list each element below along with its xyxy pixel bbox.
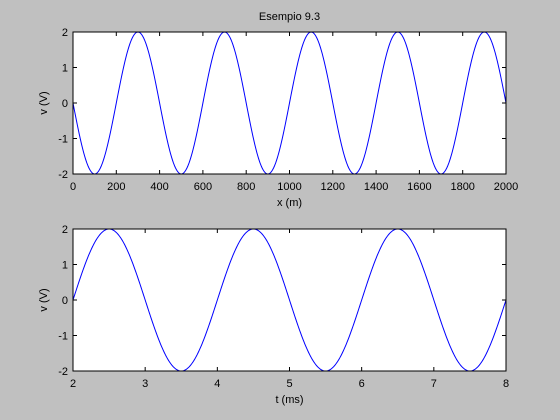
axes-bottom-xlabel: t (ms) [275, 394, 303, 406]
axes-bottom-xtick-label: 8 [503, 378, 509, 390]
axes-top-xtick-label: 1600 [407, 181, 431, 193]
axes-top-ylabel: v (V) [38, 91, 50, 114]
axes-bottom-xtick-label: 5 [286, 378, 292, 390]
axes-bottom-line-layer [72, 228, 507, 372]
axes-top-ytick-label: 2 [62, 27, 68, 39]
axes-bottom-ytick-label: 1 [62, 260, 68, 272]
axes-bottom-xtick-label: 4 [214, 378, 220, 390]
axes-bottom: 2 3 4 5 6 7 8 -2 -1 0 1 2 t (ms) v (V) [38, 224, 509, 406]
axes-top-xtick-label: 200 [107, 181, 125, 193]
axes-top-xtick-label: 600 [194, 181, 212, 193]
axes-top-ticks: 0 200 400 600 800 1000 1200 1400 1600 1800 2000 -2 -… [58, 27, 518, 193]
axes-top: 0 200 400 600 800 1000 1200 1400 1600 1800 2000 -2 -… [38, 11, 518, 209]
axes-top-xtick-label: 2000 [494, 181, 518, 193]
axes-top-ytick-label: -2 [58, 169, 68, 181]
axes-bottom-ytick-label: 2 [62, 224, 68, 236]
axes-top-xtick-label: 1800 [450, 181, 474, 193]
axes-bottom-xtick-label: 7 [431, 378, 437, 390]
axes-bottom-ticks: 2 3 4 5 6 7 8 -2 -1 0 1 2 [58, 224, 509, 390]
axes-top-xlabel: x (m) [277, 197, 302, 209]
axes-top-xtick-label: 0 [70, 181, 76, 193]
axes-top-xtick-label: 1200 [321, 181, 345, 193]
axes-bottom-ytick-label: -1 [58, 331, 68, 343]
axes-bottom-ytick-label: -2 [58, 366, 68, 378]
axes-bottom-ytick-label: 0 [62, 295, 68, 307]
axes-bottom-ylabel: v (V) [38, 288, 50, 311]
axes-bottom-series-0-line [72, 228, 507, 372]
axes-bottom-xtick-label: 6 [359, 378, 365, 390]
axes-top-xtick-label: 400 [150, 181, 168, 193]
axes-top-ytick-label: -1 [58, 134, 68, 146]
axes-top-title: Esempio 9.3 [259, 11, 320, 23]
axes-top-xtick-label: 800 [237, 181, 255, 193]
axes-bottom-xtick-label: 2 [70, 378, 76, 390]
axes-top-series-0-line [72, 31, 507, 175]
axes-top-xtick-label: 1000 [277, 181, 301, 193]
axes-top-ytick-label: 1 [62, 63, 68, 75]
axes-top-ytick-label: 0 [62, 98, 68, 110]
axes-top-line-layer [72, 31, 507, 175]
axes-top-xtick-label: 1400 [364, 181, 388, 193]
axes-bottom-xtick-label: 3 [142, 378, 148, 390]
